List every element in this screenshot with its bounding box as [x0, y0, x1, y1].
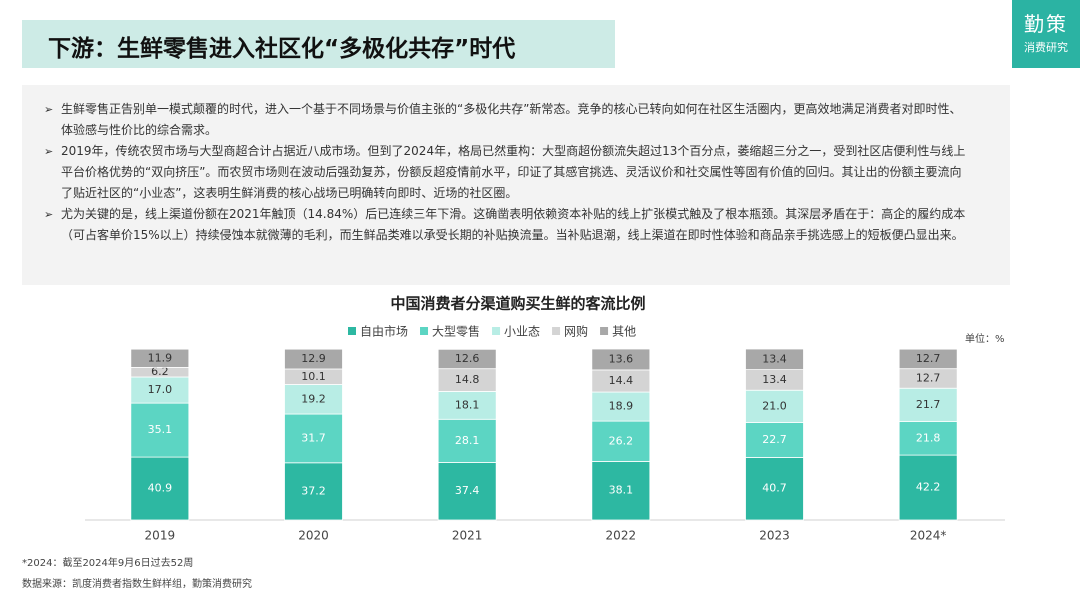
- value-label: 26.2: [609, 434, 634, 447]
- logo: 勤策 消费研究: [1012, 0, 1080, 68]
- bar-segment: [284, 384, 343, 415]
- bar-segment: [898, 454, 958, 521]
- bar-segment: [898, 387, 958, 422]
- legend-label: 自由市场: [360, 324, 408, 339]
- footnote: 数据来源：凯度消费者指数生鲜样组，勤策消费研究: [22, 579, 252, 590]
- x-tick-label: 2019: [145, 529, 176, 543]
- bar-segment: [591, 348, 651, 371]
- value-label: 10.1: [301, 370, 326, 383]
- value-label: 21.0: [762, 399, 787, 412]
- legend-label: 网购: [564, 324, 588, 339]
- legend-swatch: [552, 327, 561, 335]
- value-label: 31.7: [301, 431, 326, 444]
- title-box: 下游：生鲜零售进入社区化“多极化共存”时代: [22, 20, 615, 68]
- bar-segment: [745, 457, 804, 521]
- legend-label: 小业态: [504, 325, 540, 339]
- value-label: 18.9: [609, 400, 634, 413]
- value-label: 12.6: [455, 352, 480, 365]
- value-label: 21.8: [916, 431, 941, 444]
- legend-swatch: [420, 327, 429, 335]
- x-tick-label: 2022: [606, 529, 637, 543]
- bullet: 尤为关键的是，线上渠道份额在2021年触顶（14.84%）后已连续三年下滑。这确…: [22, 204, 971, 246]
- value-label: 12.9: [301, 352, 326, 365]
- bullet: 生鲜零售正告别单一模式颠覆的时代，进入一个基于不同场景与价值主张的“多极化共存”…: [22, 99, 971, 141]
- value-label: 40.9: [148, 482, 173, 495]
- value-label: 6.2: [151, 365, 169, 378]
- legend-swatch: [348, 327, 356, 335]
- value-label: 12.7: [916, 352, 941, 365]
- bar-segment: [437, 348, 497, 370]
- legend-swatch: [600, 327, 609, 335]
- x-tick-label: 2020: [298, 529, 329, 543]
- text-box: 生鲜零售正告别单一模式颠覆的时代，进入一个基于不同场景与价值主张的“多极化共存”…: [22, 85, 1010, 285]
- value-label: 13.4: [762, 352, 787, 365]
- bar-segment: [284, 462, 343, 521]
- bar-segment: [130, 456, 190, 521]
- bar-segment: [591, 420, 651, 462]
- legend-label: 其他: [612, 325, 636, 339]
- bar-segment: [745, 422, 804, 458]
- chart-title: 中国消费者分渠道购买生鲜的客流比例: [390, 295, 645, 313]
- x-tick-label: 2023: [759, 529, 790, 543]
- value-label: 38.1: [609, 484, 634, 497]
- legend-swatch: [492, 327, 501, 335]
- value-label: 18.1: [455, 398, 480, 411]
- unit-label: 单位：%: [965, 332, 1005, 345]
- bar-segment: [284, 413, 343, 464]
- x-tick-label: 2021: [452, 529, 483, 543]
- logo-sub: 消费研究: [1024, 41, 1068, 54]
- value-label: 42.2: [916, 481, 941, 494]
- bar-segment: [284, 348, 343, 370]
- value-label: 28.1: [455, 434, 480, 447]
- bar-segment: [437, 391, 497, 420]
- slide-title: 下游：生鲜零售进入社区化“多极化共存”时代: [48, 36, 516, 62]
- value-label: 40.7: [762, 482, 787, 495]
- bullet-list: 生鲜零售正告别单一模式颠覆的时代，进入一个基于不同场景与价值主张的“多极化共存”…: [22, 85, 1010, 246]
- value-label: 13.4: [762, 373, 787, 386]
- legend-label: 大型零售: [432, 324, 480, 339]
- value-label: 35.1: [148, 423, 173, 436]
- value-label: 17.0: [148, 383, 173, 396]
- footnote: *2024：截至2024年9月6日过去52周: [22, 558, 194, 569]
- value-label: 14.8: [455, 373, 480, 386]
- x-tick-label: 2024*: [910, 529, 947, 543]
- value-label: 12.7: [916, 371, 941, 384]
- value-label: 19.2: [301, 392, 326, 405]
- value-label: 37.2: [301, 484, 326, 497]
- bullet: 2019年，传统农贸市场与大型商超合计占据近八成市场。但到了2024年，格局已然…: [22, 141, 971, 204]
- bar-segment: [591, 391, 651, 422]
- bar-segment: [130, 348, 190, 368]
- value-label: 14.4: [609, 374, 634, 387]
- bar-segment: [130, 402, 190, 458]
- bar-segment: [745, 348, 804, 371]
- value-label: 22.7: [762, 433, 787, 446]
- value-label: 11.9: [148, 351, 173, 364]
- value-label: 37.4: [455, 484, 480, 497]
- value-label: 13.6: [609, 352, 634, 365]
- bar-segment: [591, 461, 651, 521]
- value-label: 21.7: [916, 398, 941, 411]
- bar-segment: [130, 376, 190, 404]
- logo-main: 勤策: [1024, 12, 1068, 36]
- bar-segment: [898, 348, 958, 370]
